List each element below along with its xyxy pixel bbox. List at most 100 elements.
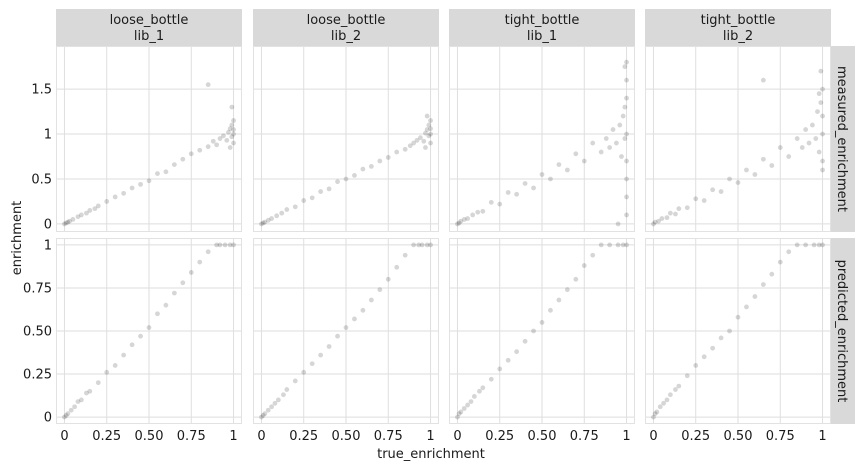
data-point bbox=[598, 149, 604, 155]
data-point bbox=[760, 282, 766, 287]
x-tick-label: 0 bbox=[453, 429, 461, 444]
data-point bbox=[769, 163, 775, 168]
data-point bbox=[624, 242, 629, 248]
data-point bbox=[352, 316, 357, 322]
data-point bbox=[794, 242, 800, 248]
data-point bbox=[480, 385, 486, 391]
data-point bbox=[667, 210, 673, 216]
data-point bbox=[318, 189, 324, 194]
x-tick-label: 1 bbox=[622, 429, 630, 444]
data-point bbox=[426, 133, 432, 139]
data-point bbox=[227, 242, 233, 248]
data-point bbox=[471, 394, 477, 399]
data-point bbox=[622, 104, 628, 110]
strips-layer: loose_bottlelib_1loose_bottlelib_2tight_… bbox=[56, 9, 855, 424]
data-point bbox=[701, 354, 707, 360]
data-point bbox=[818, 100, 824, 106]
data-point bbox=[505, 190, 511, 195]
data-point bbox=[624, 131, 629, 137]
data-point bbox=[309, 195, 315, 201]
axes-layer: 0 0.5 1 1.5 0 0.25 0.50 0.75 1 0 0.25 0.50 0.75 1 0 0.2… bbox=[23, 83, 827, 444]
column-strip-label: lib_1 bbox=[134, 29, 164, 44]
data-point bbox=[231, 140, 236, 146]
data-point bbox=[465, 216, 470, 221]
data-point bbox=[428, 140, 433, 146]
data-point bbox=[72, 404, 77, 410]
data-point bbox=[385, 276, 391, 282]
data-point bbox=[820, 131, 825, 137]
data-point bbox=[652, 411, 658, 417]
data-point bbox=[622, 136, 628, 141]
data-point bbox=[488, 376, 494, 382]
data-point bbox=[684, 205, 690, 211]
x-tick-label: 0.75 bbox=[177, 429, 206, 444]
data-point bbox=[411, 140, 417, 146]
scatter-points bbox=[455, 59, 629, 227]
data-point bbox=[411, 242, 417, 248]
data-point bbox=[416, 242, 422, 248]
data-point bbox=[820, 113, 825, 119]
data-point bbox=[803, 242, 809, 248]
data-point bbox=[480, 208, 486, 214]
data-point bbox=[309, 361, 315, 367]
data-point bbox=[816, 91, 822, 97]
data-point bbox=[607, 145, 613, 150]
data-point bbox=[65, 411, 71, 417]
data-point bbox=[214, 142, 220, 148]
facet-panel bbox=[645, 238, 831, 424]
facet-panel bbox=[253, 46, 439, 232]
data-point bbox=[259, 221, 264, 227]
facet-panel bbox=[56, 46, 242, 232]
data-point bbox=[820, 86, 825, 92]
data-point bbox=[155, 171, 160, 176]
data-point bbox=[664, 215, 670, 221]
data-point bbox=[548, 176, 553, 182]
column-strip-background bbox=[56, 9, 242, 46]
column-strip-label: lib_1 bbox=[527, 29, 557, 44]
data-point bbox=[603, 136, 609, 141]
data-point bbox=[810, 122, 815, 128]
x-tick-label: 0.75 bbox=[570, 429, 599, 444]
data-point bbox=[564, 167, 570, 173]
data-point bbox=[360, 307, 366, 313]
data-point bbox=[284, 207, 290, 212]
data-point bbox=[121, 352, 127, 358]
data-point bbox=[343, 325, 349, 330]
data-point bbox=[385, 155, 391, 160]
panel-border bbox=[449, 46, 635, 232]
data-point bbox=[813, 136, 819, 141]
data-point bbox=[104, 369, 110, 375]
data-point bbox=[274, 213, 280, 219]
data-point bbox=[624, 95, 629, 101]
data-point bbox=[129, 342, 135, 348]
panel-border bbox=[645, 46, 831, 232]
data-point bbox=[407, 143, 413, 149]
data-point bbox=[75, 214, 81, 220]
panel-border bbox=[449, 238, 635, 424]
data-point bbox=[224, 137, 230, 143]
data-point bbox=[620, 113, 626, 119]
data-point bbox=[222, 242, 228, 248]
scatter-points bbox=[259, 113, 433, 227]
data-point bbox=[214, 242, 220, 248]
data-point bbox=[661, 400, 666, 406]
x-tick-label: 0.50 bbox=[332, 429, 361, 444]
data-point bbox=[590, 140, 596, 146]
data-point bbox=[326, 344, 332, 349]
x-tick-label: 1 bbox=[818, 429, 826, 444]
data-point bbox=[651, 221, 656, 227]
data-point bbox=[129, 185, 135, 191]
data-point bbox=[815, 109, 820, 114]
x-tick-label: 0.50 bbox=[724, 429, 753, 444]
data-point bbox=[458, 409, 464, 415]
data-point bbox=[272, 400, 278, 406]
data-point bbox=[514, 349, 520, 355]
data-point bbox=[419, 242, 425, 248]
data-point bbox=[811, 242, 817, 248]
scatter-points bbox=[62, 242, 236, 420]
scatter-points bbox=[62, 82, 236, 227]
x-tick-label: 0.25 bbox=[289, 429, 318, 444]
data-point bbox=[455, 414, 460, 420]
data-point bbox=[229, 122, 235, 128]
